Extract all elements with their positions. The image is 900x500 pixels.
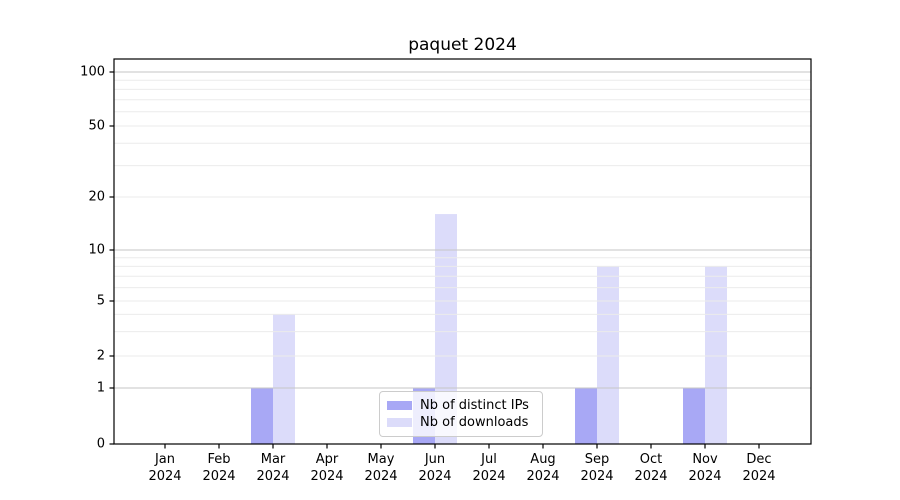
bar-distinct-ips-nov <box>683 388 705 444</box>
x-tick-label-apr: Apr 2024 <box>287 451 367 485</box>
legend-label-downloads: Nb of downloads <box>420 415 529 431</box>
y-tick-label-50: 50 <box>88 118 105 134</box>
x-tick-label-aug: Aug 2024 <box>503 451 583 485</box>
x-tick-year-aug: 2024 <box>526 469 560 484</box>
y-tick-label-1: 1 <box>96 380 105 396</box>
y-tick-label-100: 100 <box>80 64 105 80</box>
legend-item-downloads: Nb of downloads <box>387 415 535 430</box>
y-tick-label-0: 0 <box>96 436 105 452</box>
legend-swatch-distinct-ips <box>387 400 412 410</box>
bar-downloads-jun <box>435 214 457 444</box>
x-tick-year-nov: 2024 <box>688 469 722 484</box>
x-tick-label-sep: Sep 2024 <box>557 451 637 485</box>
y-tick-label-10: 10 <box>88 242 105 258</box>
x-tick-label-jan: Jan 2024 <box>125 451 205 485</box>
legend-swatch-downloads <box>387 418 412 428</box>
x-tick-year-jan: 2024 <box>148 469 182 484</box>
y-tick-label-2: 2 <box>96 348 105 364</box>
x-tick-label-may: May 2024 <box>341 451 421 485</box>
x-tick-label-mar: Mar 2024 <box>233 451 313 485</box>
y-tick-label-5: 5 <box>96 293 105 309</box>
x-tick-year-may: 2024 <box>364 469 398 484</box>
legend-box: Nb of distinct IPs Nb of downloads <box>379 391 543 437</box>
x-tick-year-oct: 2024 <box>634 469 668 484</box>
x-tick-label-jun: Jun 2024 <box>395 451 475 485</box>
x-tick-label-jul: Jul 2024 <box>449 451 529 485</box>
bar-distinct-ips-sep <box>575 388 597 444</box>
x-tick-year-mar: 2024 <box>256 469 290 484</box>
x-tick-label-nov: Nov 2024 <box>665 451 745 485</box>
x-tick-label-dec: Dec 2024 <box>719 451 799 485</box>
legend-item-distinct-ips: Nb of distinct IPs <box>387 398 535 413</box>
x-tick-year-jun: 2024 <box>418 469 452 484</box>
x-tick-year-sep: 2024 <box>580 469 614 484</box>
y-tick-label-20: 20 <box>88 189 105 205</box>
bar-downloads-mar <box>273 314 295 444</box>
bar-downloads-sep <box>597 266 619 444</box>
bar-downloads-nov <box>705 266 727 444</box>
x-tick-year-feb: 2024 <box>202 469 236 484</box>
x-tick-label-oct: Oct 2024 <box>611 451 691 485</box>
chart-title: paquet 2024 <box>408 35 517 55</box>
x-tick-year-dec: 2024 <box>742 469 776 484</box>
x-tick-year-apr: 2024 <box>310 469 344 484</box>
x-tick-label-feb: Feb 2024 <box>179 451 259 485</box>
legend-label-distinct-ips: Nb of distinct IPs <box>420 397 529 413</box>
x-tick-year-jul: 2024 <box>472 469 506 484</box>
axes-spines <box>113 58 812 445</box>
bar-distinct-ips-mar <box>251 388 273 444</box>
